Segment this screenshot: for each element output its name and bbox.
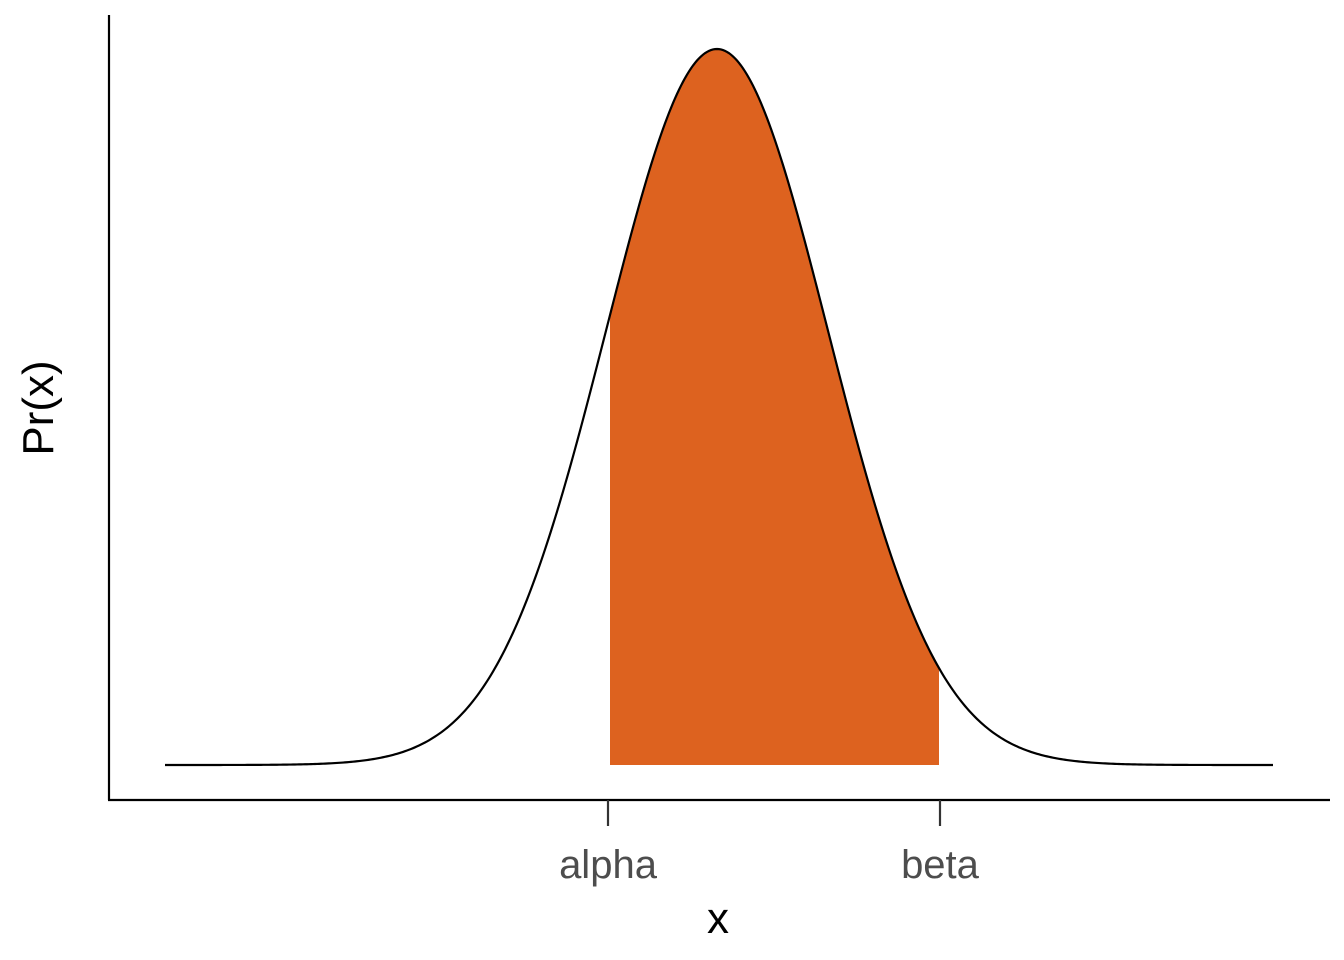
y-axis-title: Pr(x) (14, 360, 63, 455)
density-curve (165, 47, 1273, 767)
x-tick-label-alpha: alpha (559, 843, 658, 887)
x-tick-label-beta: beta (901, 843, 980, 887)
x-axis-title: x (707, 894, 729, 943)
shaded-area (610, 49, 939, 765)
